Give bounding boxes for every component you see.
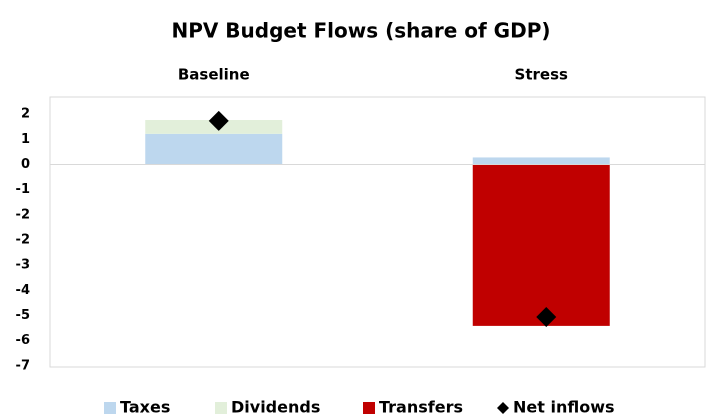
bar-segment: [472, 164, 610, 326]
legend-label: Dividends: [231, 398, 320, 417]
y-tick-label: -1: [16, 182, 30, 197]
legend-swatch: [363, 402, 375, 414]
y-tick-label: -2: [16, 232, 30, 247]
marker: [536, 306, 557, 327]
y-tick-label: -4: [16, 283, 30, 298]
chart-title: NPV Budget Flows (share of GDP): [171, 19, 550, 43]
legend-label: Taxes: [120, 398, 170, 417]
bar-segment: [145, 120, 283, 134]
y-tick-label: -5: [16, 308, 30, 323]
legend-swatch: [215, 402, 227, 414]
legend-swatch: [104, 402, 116, 414]
bar-segment: [145, 133, 283, 165]
y-tick-label: 0: [21, 157, 30, 172]
legend-label: Net inflows: [513, 398, 615, 417]
y-tick-label: 1: [21, 132, 30, 147]
y-tick-label: -2: [16, 207, 30, 222]
category-label: Stress: [515, 66, 568, 84]
y-tick-label: -3: [16, 258, 30, 273]
legend-marker: [497, 402, 509, 414]
y-tick-label: -7: [16, 358, 30, 373]
plot-area: [49, 96, 706, 368]
y-tick-label: 2: [21, 107, 30, 122]
legend-label: Transfers: [379, 398, 463, 417]
bar-segment: [472, 157, 610, 165]
category-label: Baseline: [178, 66, 250, 84]
marker: [208, 110, 229, 131]
y-tick-label: -6: [16, 333, 30, 348]
